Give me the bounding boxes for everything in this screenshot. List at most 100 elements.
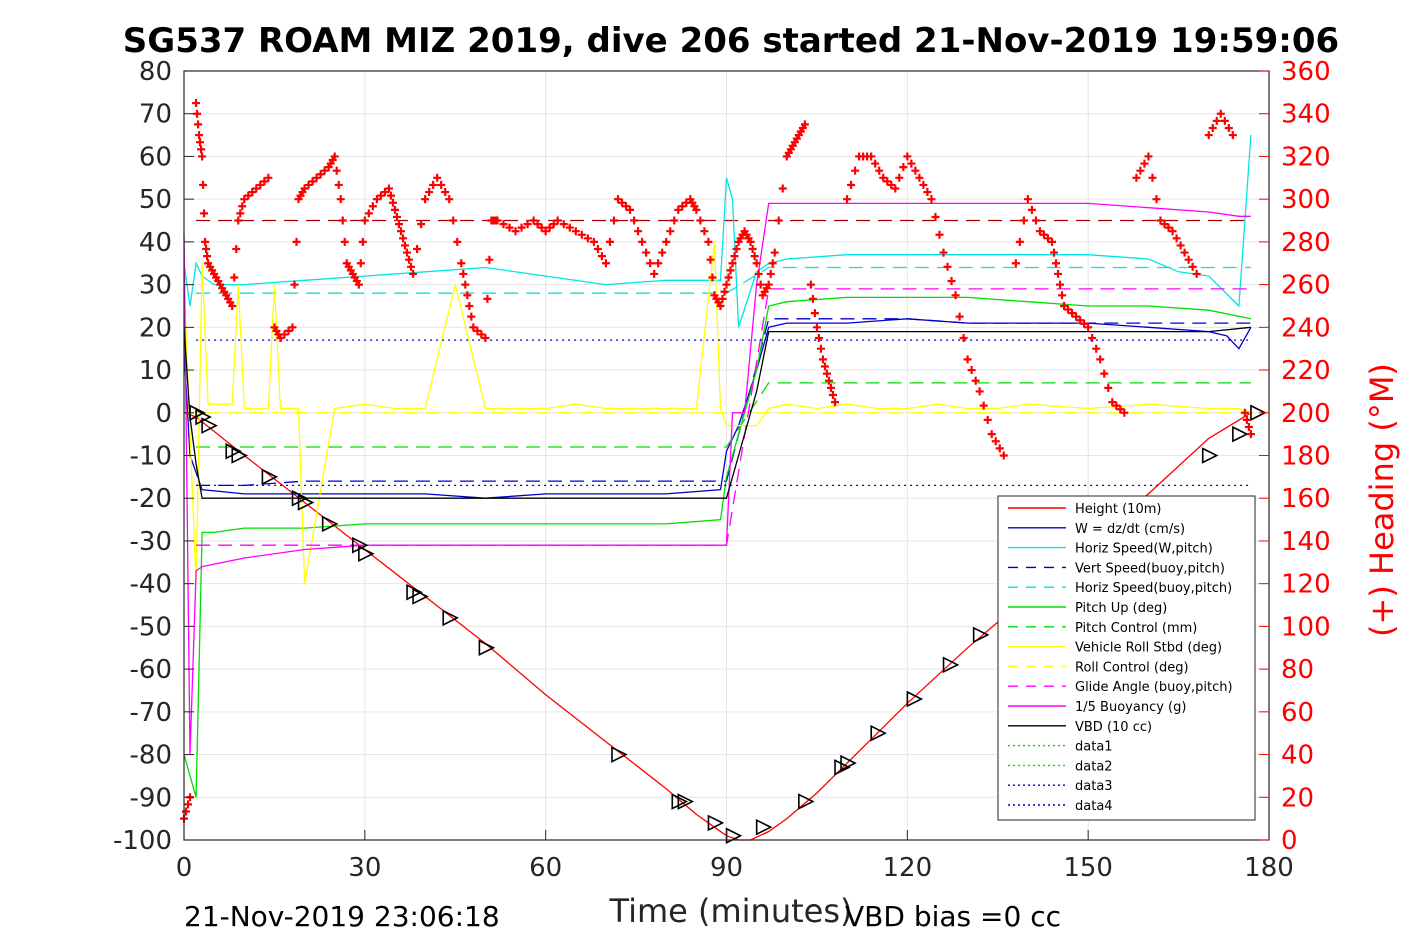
- heading-point: [541, 227, 550, 236]
- heading-point: [559, 220, 568, 229]
- dive-marker: [1250, 404, 1267, 422]
- heading-point: [1080, 319, 1089, 328]
- heading-point: [529, 216, 538, 225]
- heading-layer: [180, 99, 1255, 823]
- heading-point: [1144, 152, 1153, 161]
- y-tick-label: 60: [139, 142, 172, 172]
- heading-point: [194, 120, 203, 129]
- dive-marker: [201, 417, 218, 434]
- heading-point: [364, 209, 373, 218]
- heading-point: [720, 287, 729, 296]
- heading-point: [1039, 230, 1048, 239]
- y-tick-label: 50: [139, 185, 172, 215]
- heading-point: [593, 245, 602, 254]
- dive-marker: [611, 746, 628, 763]
- series-line-8: [183, 241, 1252, 584]
- heading-point: [822, 369, 831, 378]
- heading-point: [692, 205, 701, 214]
- y-tick-label: 0: [155, 399, 172, 429]
- heading-point: [234, 216, 243, 225]
- heading-point: [748, 245, 757, 254]
- right-tick-label: 120: [1281, 570, 1331, 600]
- heading-point: [1072, 312, 1081, 321]
- right-tick-label: 80: [1281, 655, 1314, 685]
- heading-point: [1140, 159, 1149, 168]
- heading-point: [1019, 216, 1028, 225]
- heading-point: [1132, 173, 1141, 182]
- heading-point: [658, 248, 667, 257]
- heading-point: [463, 291, 472, 300]
- y-tick-label: 80: [139, 57, 172, 87]
- heading-point: [951, 291, 960, 300]
- heading-point: [380, 188, 389, 197]
- heading-point: [618, 198, 627, 207]
- heading-point: [800, 120, 809, 129]
- heading-point: [511, 227, 520, 236]
- heading-point: [907, 159, 916, 168]
- heading-point: [413, 245, 422, 254]
- dive-marker: [225, 442, 243, 460]
- heading-point: [368, 202, 377, 211]
- heading-point: [421, 195, 430, 204]
- legend-label: Height (10m): [1075, 502, 1161, 517]
- dive-marker: [707, 814, 725, 832]
- series-line-6: [183, 296, 1252, 798]
- y-tick-label: -60: [130, 655, 172, 685]
- series-line-5: [196, 266, 1251, 294]
- dive-marker: [195, 408, 212, 426]
- heading-point: [700, 227, 709, 236]
- heading-point: [1220, 116, 1229, 125]
- heading-point: [332, 166, 341, 175]
- legend-box: [997, 495, 1256, 821]
- dive-marker: [358, 545, 375, 563]
- right-tick-label: 340: [1281, 100, 1331, 130]
- heading-point: [1011, 259, 1020, 268]
- heading-point: [891, 184, 900, 193]
- heading-point: [473, 326, 482, 335]
- heading-point: [764, 280, 773, 289]
- heading-point: [280, 330, 289, 339]
- series-line-3: [183, 135, 1252, 328]
- heading-point: [1116, 405, 1125, 414]
- heading-point: [485, 255, 494, 264]
- heading-point: [1088, 334, 1097, 343]
- heading-point: [1240, 408, 1249, 417]
- heading-point: [388, 198, 397, 207]
- heading-point: [1184, 255, 1193, 264]
- x-tick-label: 150: [1063, 853, 1113, 883]
- heading-point: [991, 437, 1000, 446]
- y-tick-label: -10: [130, 442, 172, 472]
- heading-point: [483, 294, 492, 303]
- heading-point: [724, 273, 733, 282]
- heading-point: [1176, 241, 1185, 250]
- y-tick-label: -20: [130, 484, 172, 514]
- heading-point: [1228, 131, 1237, 140]
- heading-point: [1092, 344, 1101, 353]
- heading-point: [1015, 237, 1024, 246]
- heading-point: [1096, 355, 1105, 364]
- right-tick-label: 20: [1281, 783, 1314, 813]
- heading-point: [1060, 301, 1069, 310]
- heading-point: [230, 273, 239, 282]
- heading-point: [931, 212, 940, 221]
- series-line-12: [183, 326, 1251, 499]
- heading-point: [192, 99, 201, 108]
- heading-point: [824, 376, 833, 385]
- y-tick-label: 20: [139, 313, 172, 343]
- legend-label: W = dz/dt (cm/s): [1075, 522, 1185, 537]
- y-tick-label: -70: [130, 698, 172, 728]
- heading-point: [1050, 248, 1059, 257]
- heading-point: [696, 216, 705, 225]
- y-tick-label: -80: [130, 741, 172, 771]
- legend-label: Horiz Speed(W,pitch): [1075, 542, 1213, 557]
- heading-point: [871, 159, 880, 168]
- heading-point: [943, 262, 952, 271]
- heading-point: [895, 173, 904, 182]
- heading-point: [461, 280, 470, 289]
- heading-point: [754, 269, 763, 278]
- heading-point: [358, 237, 367, 246]
- heading-point: [469, 323, 478, 332]
- axis-ticks: 0 30 60 90 120 150 18080706050403020100-10-20-…: [113, 57, 1331, 883]
- heading-point: [1031, 216, 1040, 225]
